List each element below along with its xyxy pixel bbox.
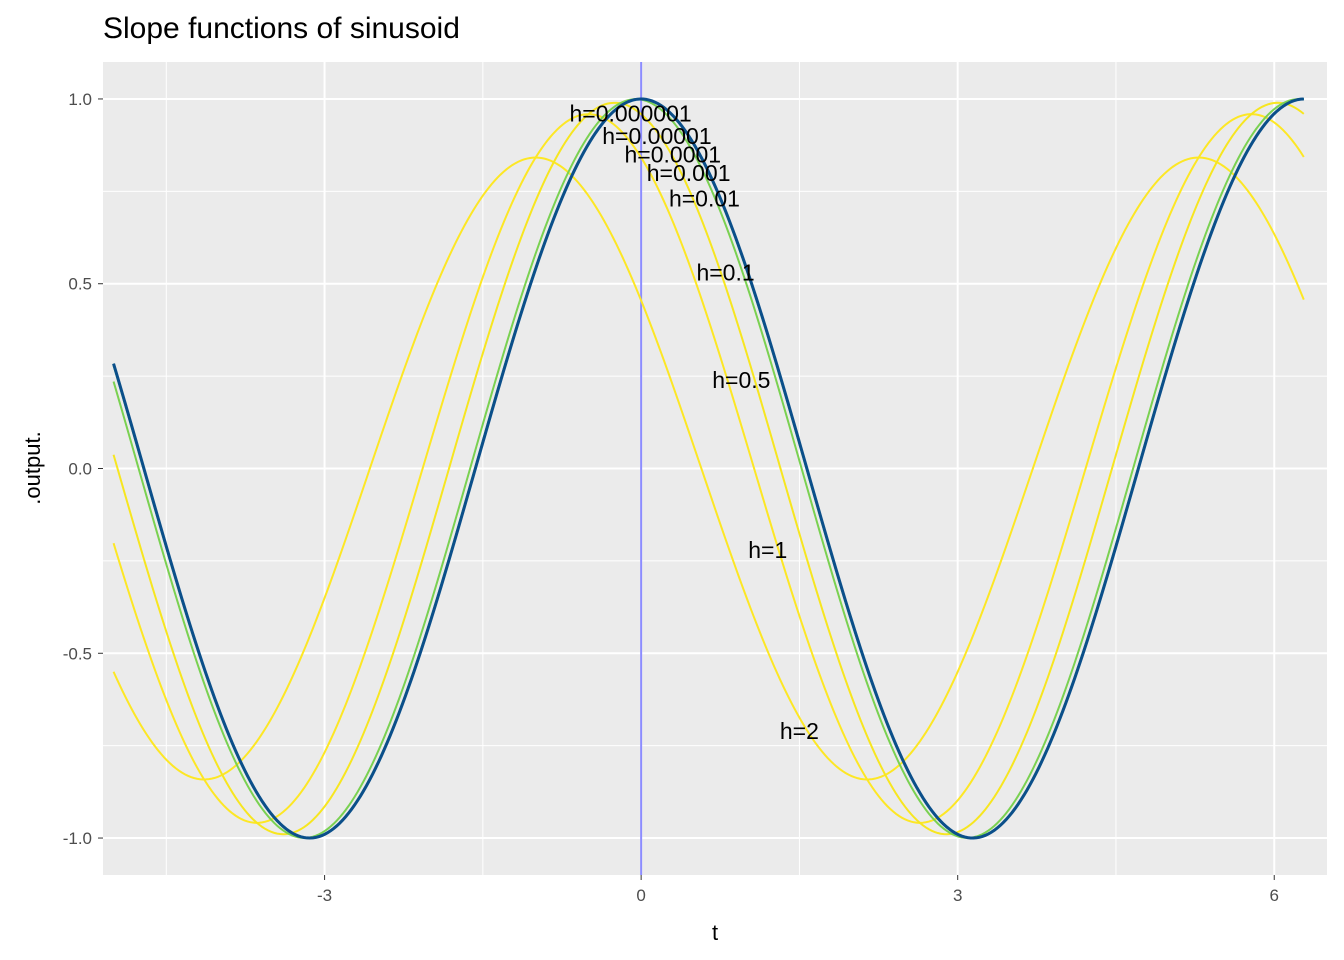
curve-label: h=1: [748, 537, 787, 563]
curve-label: h=0.001: [647, 160, 731, 186]
series-line-h-1: [112, 113, 1305, 824]
series-line-h-0p000001: [112, 97, 1304, 840]
x-tick-label: -3: [317, 886, 332, 905]
curve-label: h=0.1: [696, 260, 754, 286]
curve-label: h=0.01: [669, 186, 740, 212]
curve-labels: h=0.000001h=0.00001h=0.0001h=0.001h=0.01…: [570, 101, 819, 744]
curve-label: h=0.000001: [570, 101, 692, 127]
x-axis-title: t: [712, 920, 718, 945]
y-tick-label: -1.0: [63, 829, 92, 848]
series-line-h-2: [112, 156, 1305, 781]
y-axis-title: .output.: [20, 431, 45, 504]
series-line-h-0p5: [112, 101, 1305, 836]
curve-label: h=0.00001: [602, 123, 711, 149]
curve-label: h=2: [780, 718, 819, 744]
y-axis-ticks: -1.0 -0.5 0.0 0.5 1.0: [63, 90, 103, 848]
x-tick-label: 0: [636, 886, 645, 905]
x-axis-ticks: -3 0 3 6: [317, 875, 1279, 905]
y-tick-label: 0.0: [68, 460, 92, 479]
curve-label: h=0.0001: [625, 141, 722, 167]
curve-label: h=0.5: [712, 367, 770, 393]
x-tick-label: 3: [953, 886, 962, 905]
y-tick-label: 0.5: [68, 275, 92, 294]
y-tick-label: 1.0: [68, 90, 92, 109]
x-tick-label: 6: [1270, 886, 1279, 905]
chart-title: Slope functions of sinusoid: [103, 12, 460, 45]
series-layer: [112, 97, 1305, 840]
y-tick-label: -0.5: [63, 644, 92, 663]
